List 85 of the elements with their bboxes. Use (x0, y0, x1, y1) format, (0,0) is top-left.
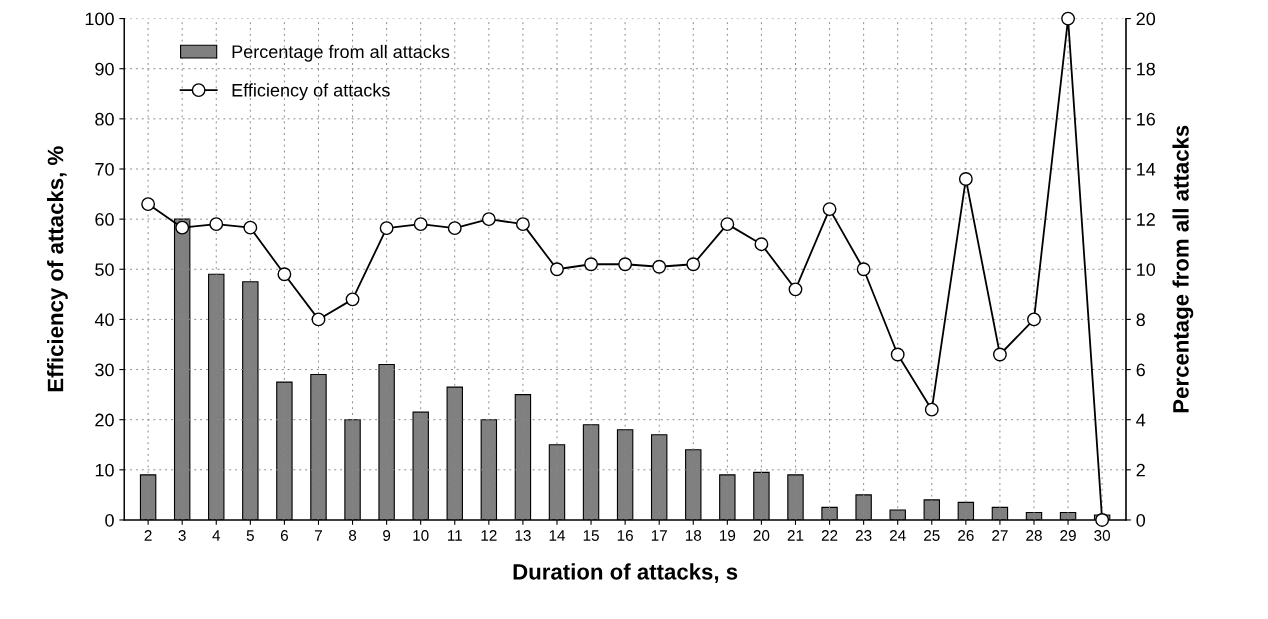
x-tick-label: 15 (583, 530, 599, 541)
y2-tick-label: 10 (1137, 263, 1156, 276)
x-tick-label: 3 (178, 530, 186, 541)
x-tick-label: 16 (617, 530, 633, 541)
point (1061, 11, 1076, 26)
y2-tick-label: 12 (1137, 213, 1155, 226)
x-tick-label: 8 (348, 530, 357, 541)
x-tick-label: 29 (1060, 530, 1076, 541)
point (822, 202, 837, 217)
x-tick-label: 21 (787, 530, 804, 541)
y2-tick-label: 0 (1136, 513, 1146, 527)
x-tick-label: 18 (685, 530, 702, 541)
x-tick-label: 26 (958, 530, 974, 541)
point (618, 257, 633, 272)
point (1027, 312, 1041, 327)
y2-tick-label: 14 (1137, 163, 1156, 176)
y-tick-label: 50 (95, 263, 114, 276)
x-tick-label: 25 (924, 530, 940, 541)
x-tick-label: 7 (315, 530, 322, 541)
y-tick-label: 90 (95, 62, 114, 76)
y-axis-title: Efficiency of attacks, % (47, 146, 68, 392)
y2-tick-label: 8 (1136, 313, 1145, 327)
y-tick-label: 70 (95, 162, 114, 176)
point (890, 347, 905, 362)
point (209, 217, 224, 232)
x-tick-label: 24 (889, 530, 906, 541)
point (515, 217, 530, 232)
point (447, 221, 462, 236)
y2-tick-label: 16 (1137, 112, 1155, 126)
point (856, 262, 871, 277)
point (345, 292, 360, 307)
x-tick-label: 19 (720, 530, 736, 541)
y-tick-label: 80 (95, 112, 114, 126)
x-tick-label: 4 (212, 530, 221, 541)
point (481, 212, 496, 227)
y-tick-label: 40 (94, 313, 114, 327)
x-tick-label: 11 (448, 530, 462, 541)
x-tick-label: 22 (821, 530, 838, 541)
point (992, 347, 1007, 362)
x-axis-title: Duration of attacks, s (513, 563, 738, 583)
point (379, 221, 394, 236)
y-tick-label: 10 (95, 463, 114, 477)
x-tick-label: 28 (1026, 530, 1042, 541)
point (924, 402, 939, 417)
point (754, 237, 769, 252)
x-tick-label: 14 (549, 530, 566, 541)
point (958, 172, 973, 186)
y-tick-label: 0 (105, 513, 114, 527)
y2-tick-label: 2 (1136, 463, 1145, 477)
point (652, 259, 667, 274)
x-tick-label: 12 (481, 530, 497, 541)
point (243, 220, 258, 235)
legend-label: Percentage from all attacks (232, 44, 450, 62)
x-tick-label: 5 (246, 530, 254, 541)
x-tick-label: 17 (651, 530, 667, 541)
point (720, 217, 735, 232)
x-tick-label: 27 (992, 530, 1008, 541)
legend-label: Efficiency of attacks (232, 83, 390, 101)
x-tick-label: 6 (280, 530, 288, 541)
point (277, 267, 292, 282)
x-tick-label: 2 (144, 530, 152, 541)
y2-axis-title: Percentage from all attacks (1172, 125, 1194, 413)
y2-tick-label: 4 (1136, 413, 1146, 427)
y-tick-label: 100 (85, 12, 114, 26)
point (413, 217, 428, 232)
x-tick-label: 10 (413, 530, 429, 541)
x-tick-label: 13 (515, 530, 531, 541)
point (141, 197, 156, 212)
y2-tick-label: 18 (1137, 62, 1155, 76)
point (686, 257, 701, 272)
point (788, 282, 803, 297)
x-tick-label: 9 (383, 530, 391, 541)
x-tick-label: 23 (855, 530, 872, 541)
y-tick-label: 30 (95, 363, 114, 377)
point (311, 312, 326, 327)
x-tick-label: 20 (753, 530, 770, 541)
y2-tick-label: 6 (1136, 363, 1145, 377)
point (175, 220, 190, 235)
point (1095, 513, 1110, 527)
y-tick-label: 20 (95, 413, 114, 427)
y2-tick-label: 20 (1136, 12, 1156, 26)
x-tick-label: 30 (1094, 530, 1111, 541)
y-tick-label: 60 (95, 213, 114, 226)
point (584, 257, 598, 272)
point (550, 262, 564, 277)
